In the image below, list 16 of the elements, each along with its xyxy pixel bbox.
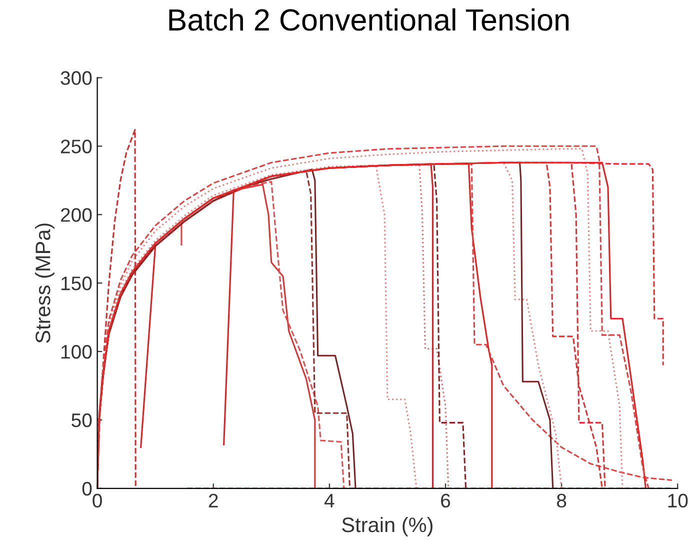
x-tick-label: 2 — [208, 494, 218, 508]
y-tick-label: 100 — [61, 344, 92, 359]
x-axis-title: Strain (%) — [342, 516, 432, 536]
y-axis-title: Stress (MPa) — [35, 224, 54, 343]
x-tick-label: 0 — [92, 494, 102, 508]
x-tick-label: 8 — [557, 494, 566, 508]
y-tick-label: 300 — [60, 71, 92, 85]
y-tick-label: 150 — [61, 276, 92, 290]
y-tick-label: 50 — [72, 413, 92, 428]
y-tick-label: 0 — [82, 482, 92, 496]
y-tick-label: 250 — [60, 140, 92, 154]
x-tick-label: 4 — [324, 494, 334, 508]
x-tick-label: 6 — [441, 494, 450, 508]
chart-title: Batch 2 Conventional Tension — [169, 8, 569, 31]
x-tick-label: 10 — [668, 494, 688, 508]
y-tick-label: 200 — [60, 208, 92, 222]
